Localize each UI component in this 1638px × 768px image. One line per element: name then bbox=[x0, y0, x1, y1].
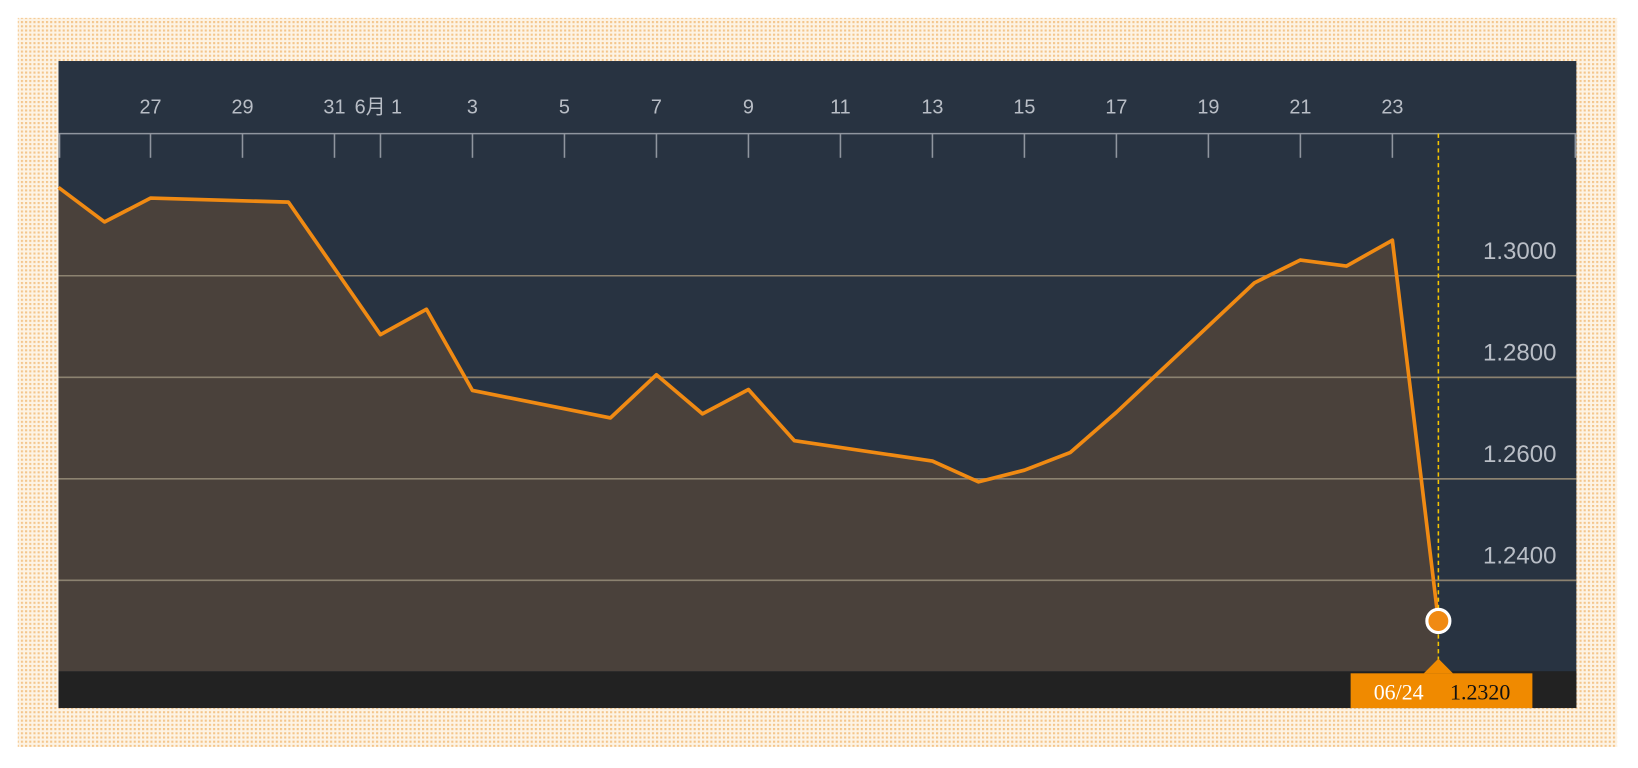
layer: 1.2400 1.2600 1.2800 1.3000 27 29 31 6月 1 3 5 7 9 11… bbox=[57, 97, 1577, 709]
area bbox=[58, 187, 1439, 672]
x-tick-label: 17 bbox=[1105, 97, 1127, 119]
x-tick-label: 13 bbox=[921, 97, 943, 119]
line bbox=[57, 185, 1441, 622]
x-tick-label: 31 bbox=[323, 97, 345, 119]
x-tick-label: 27 bbox=[139, 97, 161, 119]
x-tick-label: 15 bbox=[1013, 97, 1035, 119]
bottom-band bbox=[58, 671, 1577, 709]
x-tick-label: 6月 1 bbox=[355, 97, 402, 119]
x-tick-label: 3 bbox=[467, 97, 478, 119]
x-tick-label: 23 bbox=[1381, 97, 1403, 119]
tooltip-box bbox=[1350, 673, 1533, 709]
x-tick-label: 9 bbox=[743, 97, 754, 119]
x-tick-label: 5 bbox=[559, 97, 570, 119]
tooltip-value: 1.2320 bbox=[1450, 680, 1510, 705]
x-tick-label: 21 bbox=[1289, 97, 1311, 119]
x-tick-label: 7 bbox=[651, 97, 662, 119]
y-tick-label: 1.3000 bbox=[1483, 238, 1556, 265]
y-tick-label: 1.2600 bbox=[1483, 441, 1556, 468]
tooltip-date: 06/24 bbox=[1374, 680, 1424, 705]
y-tick-label: 1.2400 bbox=[1483, 542, 1556, 569]
x-tick-label: 19 bbox=[1197, 97, 1219, 119]
highlight-point bbox=[1425, 607, 1452, 635]
y-tick-label: 1.2800 bbox=[1483, 339, 1556, 366]
x-tick-label: 11 bbox=[830, 97, 851, 119]
x-tick-label: 29 bbox=[231, 97, 253, 119]
tooltip-arrow bbox=[1423, 658, 1454, 674]
